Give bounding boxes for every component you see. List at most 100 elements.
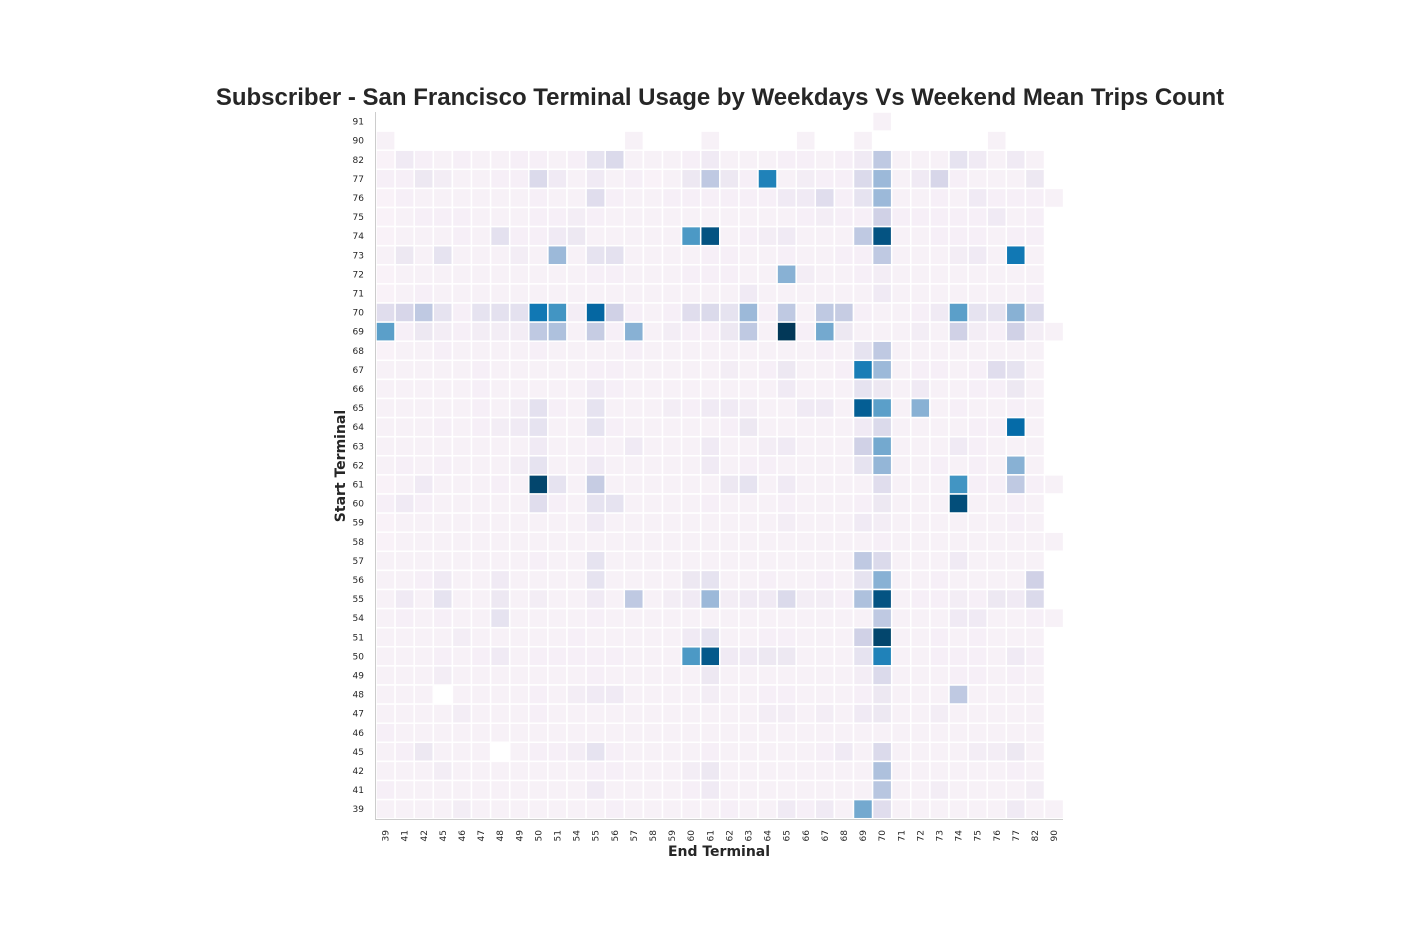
heatmap-cell [814,703,836,724]
heatmap-cell [967,264,988,285]
heatmap-cell [604,684,626,705]
heatmap-cell [566,550,587,572]
heatmap-cell [986,340,1008,362]
heatmap-cell [661,321,683,342]
heatmap-cell [413,455,435,476]
heatmap-cell [699,607,721,629]
heatmap-cell [852,168,874,190]
heatmap-cell [910,588,931,610]
heatmap-cell [470,607,492,629]
heatmap-cell [528,455,549,476]
heatmap-cell [413,531,435,553]
heatmap-cell [489,416,511,438]
heatmap-cell [470,302,492,323]
heatmap-cell [890,665,912,686]
y-tick-label: 63 [353,442,364,452]
heatmap-cell [871,512,893,533]
heatmap-cell [738,722,759,744]
heatmap-cell [910,283,931,304]
heatmap-cell [623,588,645,610]
heatmap-cell [470,684,492,705]
heatmap-cell [661,435,683,457]
heatmap-cell [929,779,950,801]
heatmap-cell [432,225,454,247]
heatmap-cell [699,722,721,744]
heatmap-cell [451,264,473,285]
heatmap-cell [719,187,740,209]
heatmap-cell [642,340,664,362]
heatmap-cell [776,187,797,209]
heatmap-cell [528,779,549,801]
heatmap-cell [852,397,874,419]
heatmap-cell [642,741,664,763]
heatmap-cell [795,359,817,381]
heatmap-cell [719,569,740,591]
heatmap-cell [432,302,454,323]
heatmap-cell [375,588,396,610]
heatmap-cell [833,455,855,476]
heatmap-cell [967,569,988,591]
heatmap-cell [508,493,530,514]
heatmap-cell [432,512,454,533]
heatmap-cell [661,244,683,266]
heatmap-cell [585,455,606,476]
heatmap-cell [432,646,454,667]
heatmap-cell [451,455,473,476]
heatmap-cell [719,760,740,782]
heatmap-cell [890,455,912,476]
heatmap-cell [795,206,817,228]
heatmap-cell [776,722,797,744]
heatmap-cell [413,225,435,247]
heatmap-cell [413,359,435,381]
heatmap-cell [566,168,587,190]
heatmap-cell [871,359,893,381]
heatmap-cell [699,626,721,648]
heatmap-cell [814,607,836,629]
heatmap-cell [699,665,721,686]
heatmap-cell [699,779,721,801]
heatmap-cell [432,665,454,686]
heatmap-cell [680,474,702,495]
heatmap-cell [1005,588,1027,610]
heatmap-cell [776,416,797,438]
heatmap-cell [661,741,683,763]
heatmap-cell [776,493,797,514]
heatmap-cell [910,741,931,763]
heatmap-cell [852,779,874,801]
heatmap-cell [776,665,797,686]
x-tick-label: 77 [1012,830,1022,841]
heatmap-cell [451,244,473,266]
heatmap-cell [814,455,836,476]
heatmap-cell [451,722,473,744]
heatmap-cell [623,646,645,667]
heatmap-cell [413,588,435,610]
heatmap-cell [757,149,778,171]
heatmap-cell [967,512,988,533]
heatmap-cell [738,741,759,763]
heatmap-cell [623,626,645,648]
heatmap-cell [394,149,415,171]
heatmap-cell [833,359,855,381]
x-tick-label: 60 [687,830,697,842]
heatmap-cell [566,741,587,763]
y-tick-label: 70 [353,309,365,319]
heatmap-cell [547,531,568,553]
heatmap-cell [470,741,492,763]
heatmap-cell [890,225,912,247]
heatmap-cell [929,493,950,514]
heatmap-cell [948,168,969,190]
heatmap-cell [394,569,415,591]
heatmap-cell [585,798,606,820]
heatmap-cell [547,359,568,381]
heatmap-cell [814,569,836,591]
heatmap-cell [871,646,893,667]
heatmap-cell [699,703,721,724]
heatmap-cell [719,264,740,285]
heatmap-cell [795,225,817,247]
heatmap-cell [680,244,702,266]
heatmap-cell [814,225,836,247]
heatmap-cell [680,741,702,763]
heatmap-cell [910,722,931,744]
heatmap-cell [1024,187,1046,209]
heatmap-cell [547,741,568,763]
